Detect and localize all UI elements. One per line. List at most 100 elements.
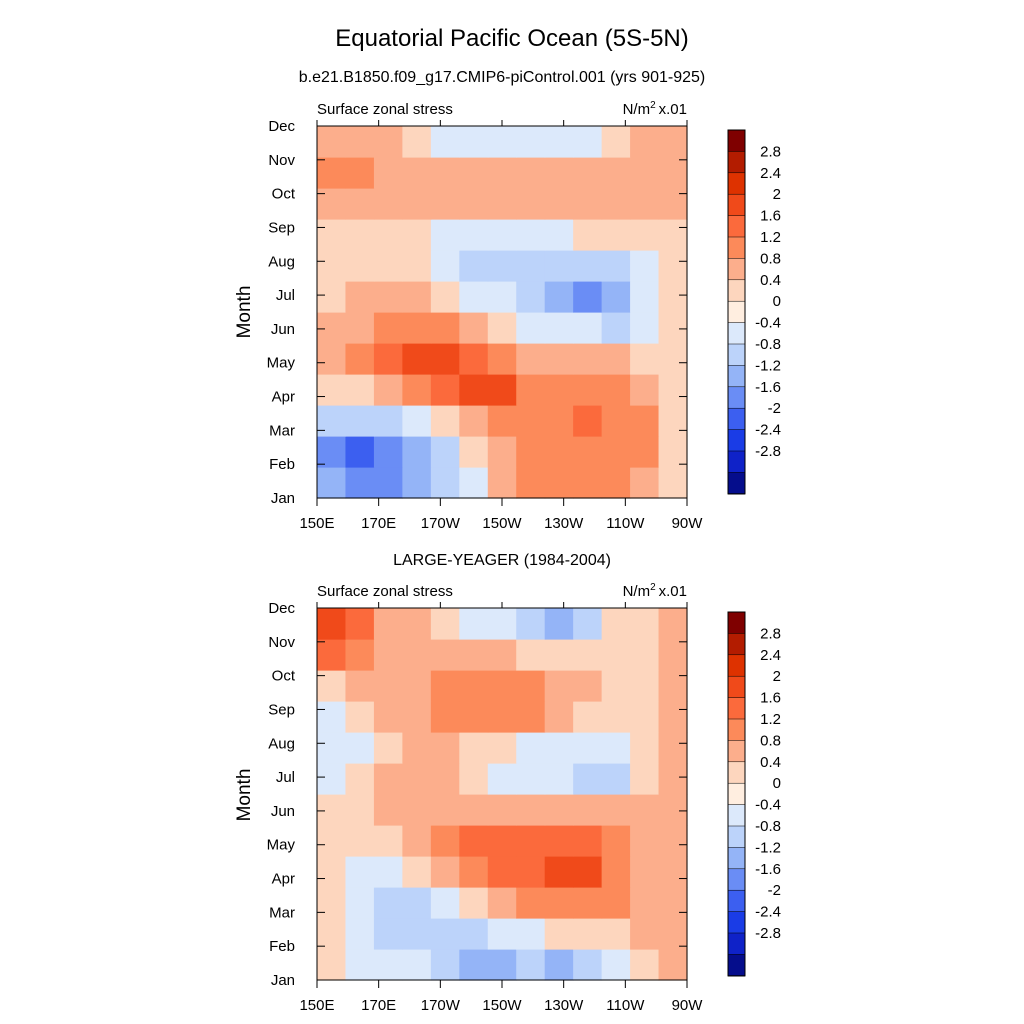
x-tick-label: 150E: [299, 997, 334, 1014]
heatmap-cell: [630, 949, 660, 981]
colorbar-swatch: [727, 954, 746, 977]
heatmap-cell: [658, 608, 688, 640]
heatmap-cell: [430, 732, 460, 764]
heatmap-cell: [373, 825, 403, 857]
heatmap-cell: [459, 219, 489, 251]
heatmap-cell: [402, 794, 432, 826]
colorbar-swatch: [727, 740, 746, 763]
colorbar-swatch: [727, 718, 746, 742]
panel-1-units-label: N/m2 x.01: [623, 100, 687, 118]
heatmap-cell: [658, 856, 688, 888]
heatmap-cell: [630, 312, 660, 344]
heatmap-cell: [630, 126, 660, 158]
heatmap-cell: [658, 374, 688, 406]
colorbar-label: 2.4: [760, 165, 781, 182]
heatmap-cell: [345, 701, 375, 733]
heatmap-cell: [658, 763, 688, 795]
heatmap-cell: [317, 219, 347, 251]
heatmap-cell: [630, 374, 660, 406]
heatmap-cell: [459, 763, 489, 795]
heatmap-cell: [459, 250, 489, 282]
heatmap-cell: [402, 188, 432, 220]
heatmap-cell: [630, 918, 660, 950]
heatmap-cell: [544, 436, 574, 468]
heatmap-cell: [630, 157, 660, 189]
colorbar-swatch: [727, 804, 746, 827]
heatmap-cell: [487, 949, 517, 981]
heatmap-cell: [658, 732, 688, 764]
heatmap-cell: [317, 732, 347, 764]
heatmap-cell: [317, 918, 347, 950]
heatmap-cell: [573, 918, 603, 950]
y-tick-label: May: [267, 355, 296, 372]
heatmap-cell: [317, 794, 347, 826]
heatmap-cell: [345, 467, 375, 499]
heatmap-cell: [601, 856, 631, 888]
panel-2-y-axis-label: Month: [234, 769, 255, 822]
heatmap-cell: [317, 281, 347, 313]
heatmap-cell: [630, 343, 660, 375]
heatmap-cell: [601, 312, 631, 344]
colorbar-swatch: [727, 193, 746, 217]
heatmap-cell: [402, 670, 432, 702]
heatmap-cell: [658, 639, 688, 671]
heatmap-cell: [317, 405, 347, 437]
panel-2-plot-area: Jan Feb Mar Apr May Jun Jul Aug Sep Oct Nov Dec 150E…: [267, 600, 704, 1014]
y-tick-label: Jul: [276, 769, 295, 786]
heatmap-cell: [373, 157, 403, 189]
heatmap-cell: [573, 157, 603, 189]
heatmap-cell: [630, 281, 660, 313]
heatmap-cell: [573, 467, 603, 499]
heatmap-cell: [544, 219, 574, 251]
colorbar-frame: [727, 611, 746, 977]
heatmap-cell: [459, 188, 489, 220]
heatmap-cell: [544, 608, 574, 640]
heatmap-cell: [516, 250, 546, 282]
heatmap-cell: [402, 374, 432, 406]
colorbar-label: 2: [773, 186, 781, 203]
heatmap-cell: [402, 436, 432, 468]
y-tick-label: May: [267, 837, 296, 854]
colorbar-label: 1.2: [760, 229, 781, 246]
heatmap-cell: [402, 281, 432, 313]
heatmap-cell: [573, 701, 603, 733]
heatmap-cell: [459, 343, 489, 375]
heatmap-cell: [373, 374, 403, 406]
colorbar-label: -0.8: [755, 336, 781, 353]
heatmap-cell: [317, 436, 347, 468]
heatmap-cell: [373, 219, 403, 251]
heatmap-cell: [601, 949, 631, 981]
y-tick-label: Oct: [272, 186, 296, 203]
colorbar-label: 1.6: [760, 690, 781, 707]
heatmap-cell: [601, 405, 631, 437]
heatmap-cell: [430, 312, 460, 344]
heatmap-cell: [373, 281, 403, 313]
heatmap-cell: [345, 343, 375, 375]
colorbar-label: 2.4: [760, 647, 781, 664]
heatmap-cell: [544, 250, 574, 282]
heatmap-cell: [573, 608, 603, 640]
heatmap-cell: [487, 639, 517, 671]
heatmap-cell: [487, 157, 517, 189]
heatmap-cell: [373, 856, 403, 888]
heatmap-cell: [487, 219, 517, 251]
heatmap-cell: [487, 856, 517, 888]
colorbar-swatch: [727, 782, 746, 806]
y-tick-label: Nov: [268, 634, 295, 651]
colorbar-swatch: [727, 472, 746, 495]
y-tick-label: Aug: [268, 735, 295, 752]
colorbar-swatch: [727, 761, 746, 784]
heatmap-cell: [516, 219, 546, 251]
colorbar-swatch: [727, 675, 746, 699]
figure-title: Equatorial Pacific Ocean (5S-5N): [335, 25, 688, 52]
heatmap-cell: [601, 639, 631, 671]
heatmap-cell: [373, 188, 403, 220]
heatmap-cell: [317, 639, 347, 671]
heatmap-cell: [459, 157, 489, 189]
heatmap-cell: [373, 732, 403, 764]
heatmap-cell: [317, 825, 347, 857]
colorbar-label: -2.8: [755, 925, 781, 942]
heatmap-cell: [658, 918, 688, 950]
heatmap-cell: [459, 436, 489, 468]
y-tick-label: Sep: [268, 219, 295, 236]
